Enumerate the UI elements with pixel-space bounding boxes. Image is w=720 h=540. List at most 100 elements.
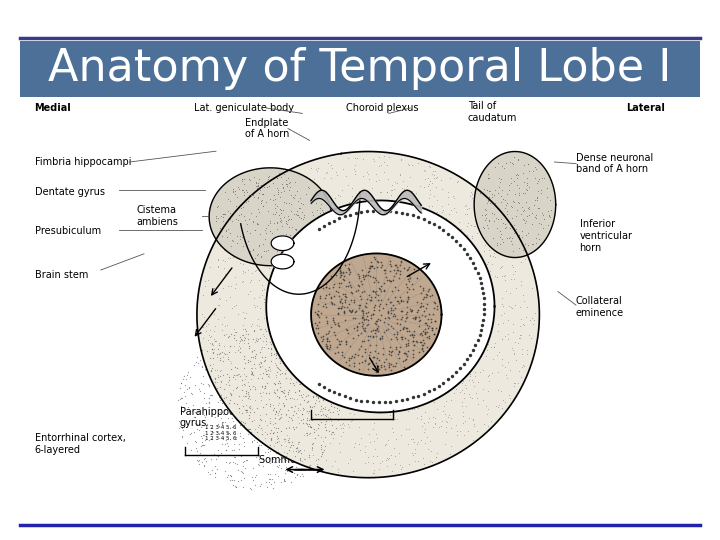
Point: [383, 362, 395, 370]
Point: [271, 428, 283, 437]
Point: [424, 241, 436, 249]
Point: [340, 336, 351, 345]
Point: [386, 262, 397, 271]
Point: [269, 209, 281, 218]
Point: [280, 441, 292, 450]
Point: [395, 155, 407, 164]
Point: [300, 189, 311, 198]
Point: [458, 335, 469, 344]
Point: [333, 336, 344, 345]
Point: [357, 172, 369, 180]
Point: [440, 248, 451, 257]
Point: [366, 303, 378, 312]
Point: [359, 302, 371, 310]
Point: [521, 174, 533, 183]
Point: [238, 392, 249, 400]
Point: [262, 206, 274, 215]
Point: [531, 193, 543, 201]
Point: [335, 336, 346, 345]
Point: [287, 306, 298, 314]
Point: [406, 160, 418, 169]
Point: [240, 388, 252, 397]
Point: [297, 469, 308, 478]
Point: [277, 184, 289, 192]
Point: [402, 339, 413, 348]
Point: [372, 348, 384, 357]
Point: [380, 259, 392, 268]
Point: [488, 191, 500, 200]
Point: [410, 375, 422, 383]
Point: [261, 379, 272, 387]
Point: [418, 292, 430, 301]
Point: [243, 425, 255, 434]
Point: [253, 242, 264, 251]
Point: [325, 311, 336, 320]
Point: [469, 389, 481, 397]
Point: [387, 279, 399, 288]
Point: [269, 338, 280, 347]
Point: [185, 446, 197, 455]
Point: [413, 305, 424, 314]
Point: [362, 336, 374, 345]
Point: [374, 300, 386, 308]
Point: [423, 162, 435, 171]
Point: [318, 221, 330, 230]
Point: [229, 333, 240, 342]
Point: [217, 420, 228, 428]
Point: [298, 371, 310, 380]
Point: [426, 447, 437, 455]
Point: [391, 319, 402, 328]
Point: [413, 392, 424, 400]
Point: [415, 295, 426, 303]
Point: [505, 173, 516, 182]
Point: [532, 204, 544, 212]
Point: [423, 364, 435, 373]
Point: [215, 354, 226, 363]
Point: [282, 436, 293, 444]
Point: [346, 308, 357, 316]
Point: [479, 224, 490, 233]
Point: [240, 203, 252, 212]
Point: [287, 168, 299, 177]
Point: [348, 315, 359, 323]
Point: [238, 363, 250, 372]
Point: [270, 195, 282, 204]
Point: [472, 333, 483, 341]
Point: [289, 231, 300, 239]
Point: [326, 295, 338, 304]
Point: [320, 291, 332, 299]
Point: [208, 327, 220, 335]
Point: [217, 417, 228, 426]
Point: [352, 201, 364, 210]
Point: [402, 440, 413, 448]
Point: [483, 376, 495, 385]
Point: [426, 170, 438, 178]
Point: [461, 222, 472, 231]
Point: [385, 229, 397, 238]
Point: [341, 316, 353, 325]
Point: [262, 344, 274, 353]
Point: [255, 424, 266, 433]
Point: [470, 347, 482, 355]
Point: [331, 289, 343, 298]
Point: [298, 187, 310, 196]
Point: [373, 293, 384, 302]
Point: [278, 359, 289, 367]
Point: [303, 430, 315, 438]
Point: [391, 314, 402, 323]
Point: [294, 400, 305, 408]
Point: [292, 413, 304, 422]
Point: [230, 336, 242, 345]
Point: [258, 285, 270, 293]
Point: [305, 423, 317, 431]
Point: [363, 390, 374, 399]
Point: [469, 221, 480, 230]
Point: [246, 364, 257, 373]
Point: [258, 330, 269, 339]
Point: [232, 215, 243, 224]
Point: [229, 341, 240, 350]
Point: [329, 430, 341, 438]
Point: [346, 416, 358, 425]
Point: [280, 217, 292, 225]
Point: [428, 192, 440, 200]
